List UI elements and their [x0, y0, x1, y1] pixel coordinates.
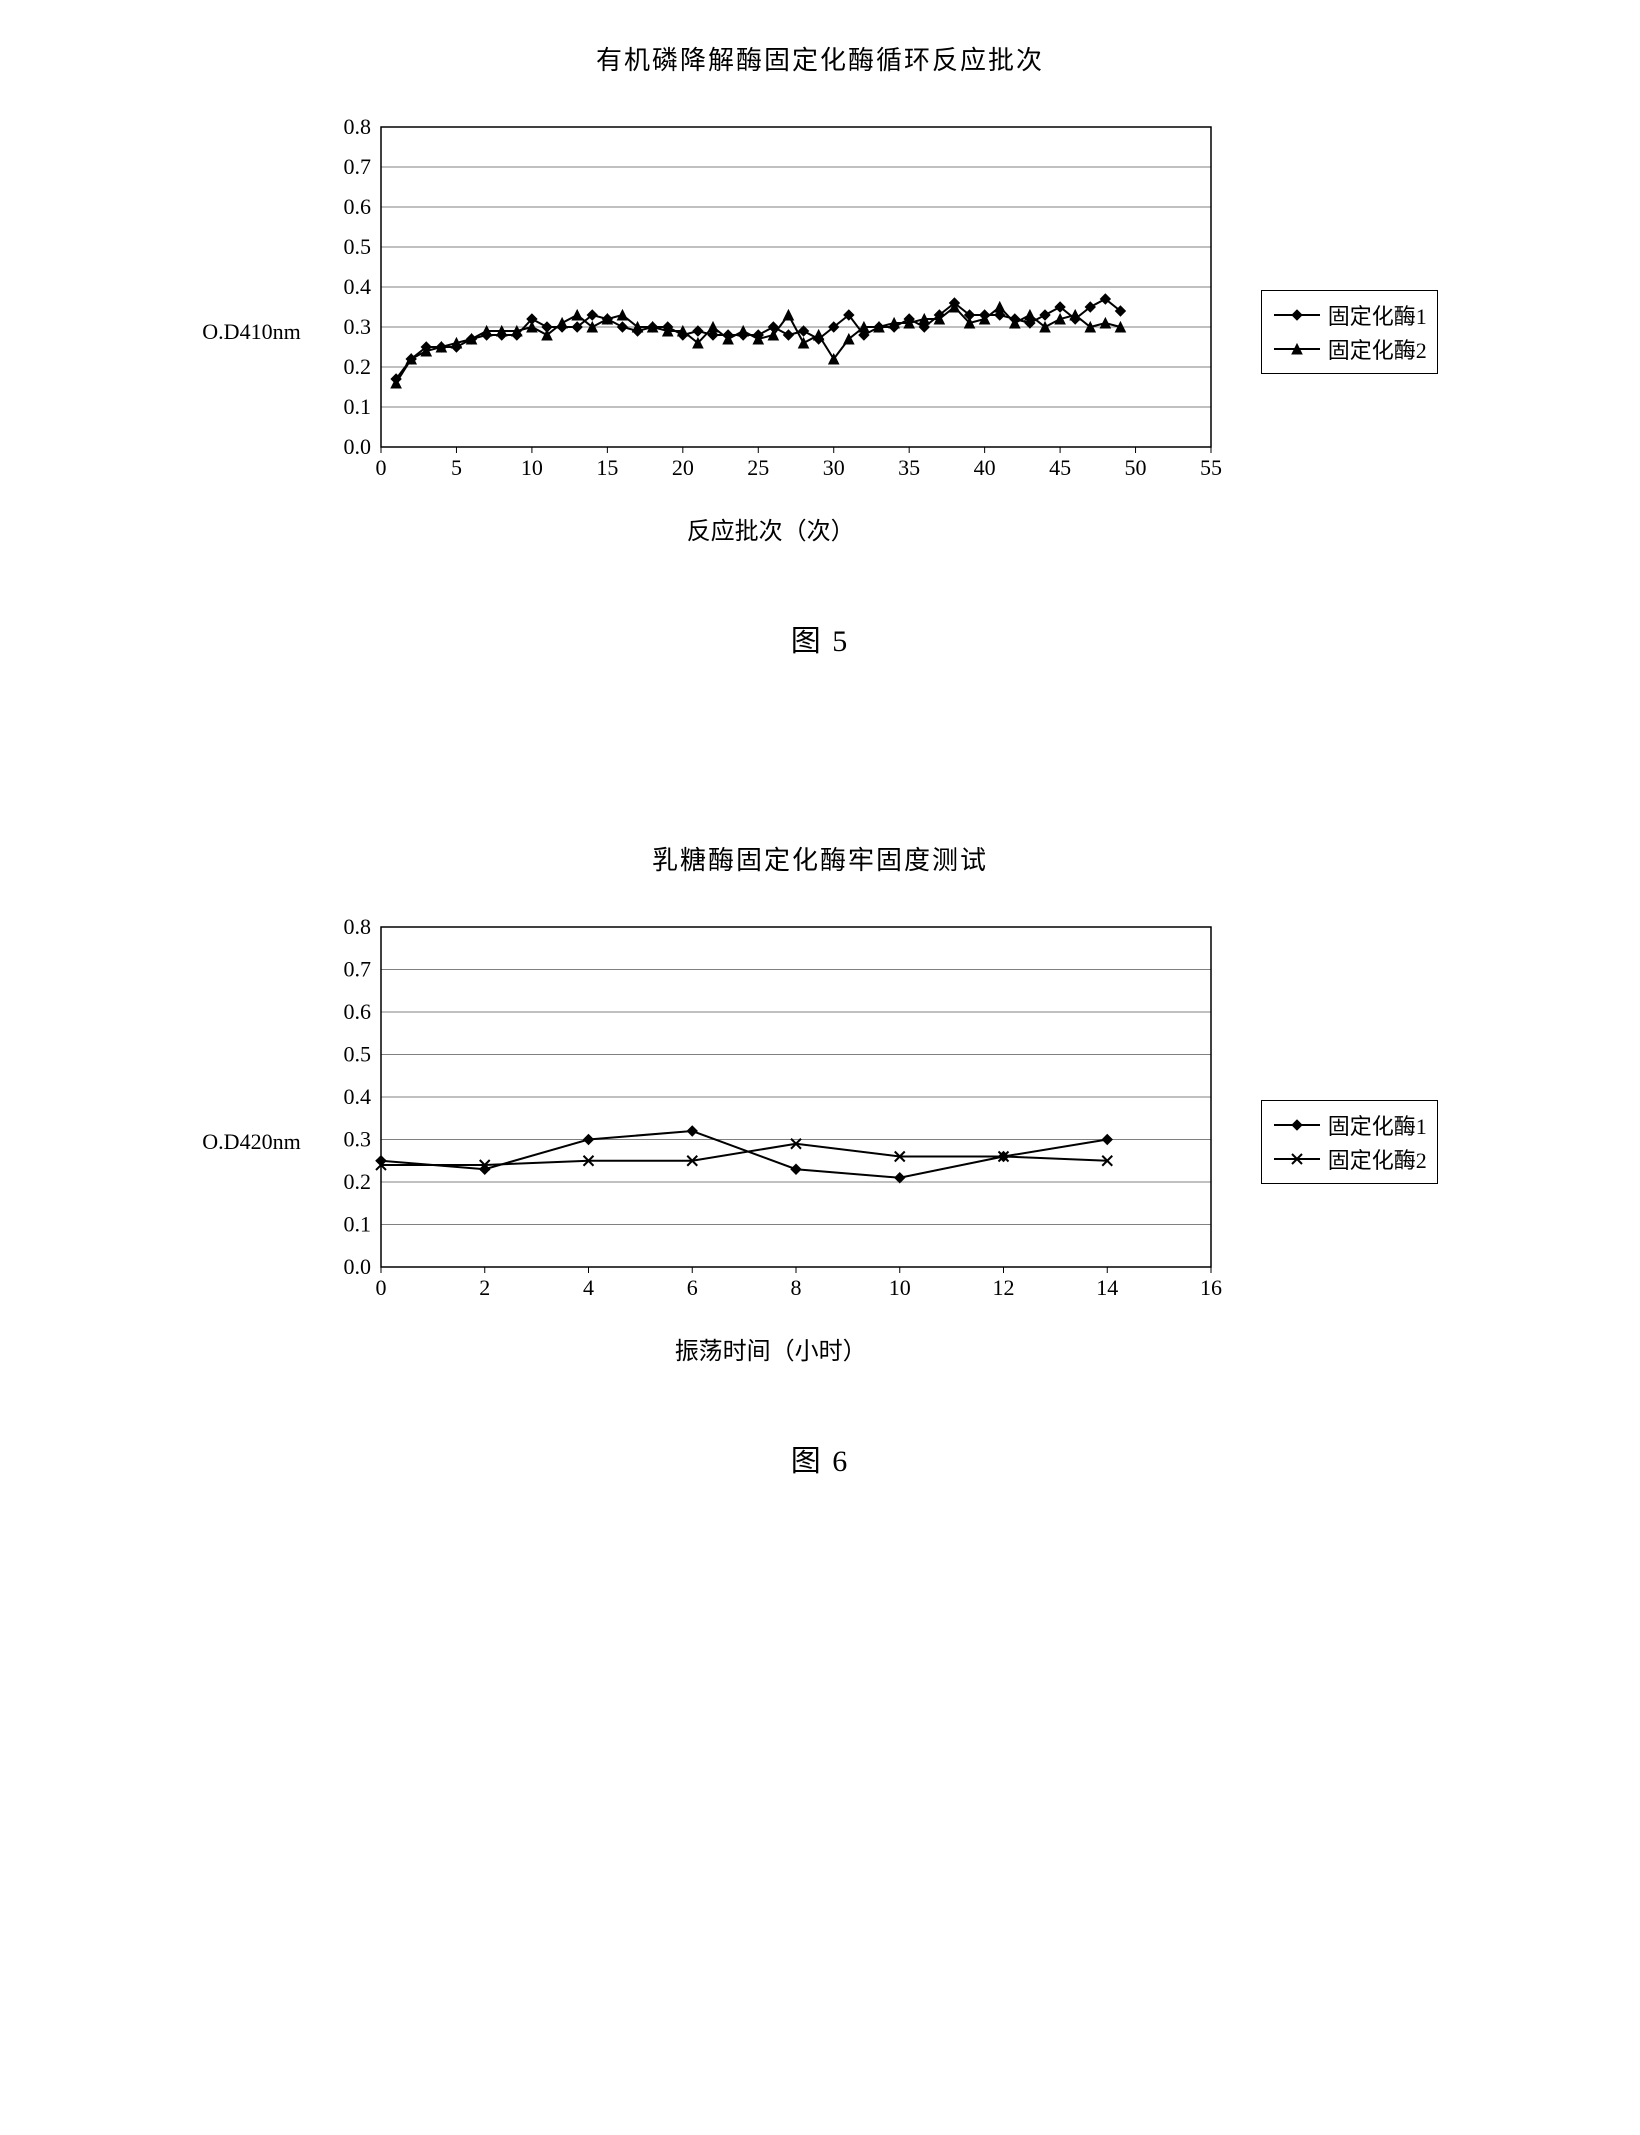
legend-swatch — [1272, 340, 1322, 358]
legend-label: 固定化酶1 — [1328, 299, 1427, 331]
svg-text:0.7: 0.7 — [343, 957, 371, 982]
legend-swatch — [1272, 306, 1322, 324]
chart-svg-5: 0.0 0.1 0.2 0.3 0.4 0.5 0.6 0.7 0.8 0 5 10 15 20 25 30 3… — [311, 117, 1231, 497]
svg-text:0.5: 0.5 — [343, 1042, 371, 1067]
svg-text:0.2: 0.2 — [343, 354, 371, 379]
legend-item: 固定化酶1 — [1272, 1109, 1427, 1141]
svg-text:0.3: 0.3 — [343, 314, 371, 339]
figure-6: 乳糖酶固定化酶牢固度测试 O.D420nm 0.0 0.1 0.2 0.3 0.4 0.5… — [40, 840, 1600, 1480]
legend-label: 固定化酶2 — [1328, 333, 1427, 365]
svg-text:15: 15 — [596, 455, 618, 480]
svg-text:20: 20 — [672, 455, 694, 480]
legend-swatch — [1272, 1116, 1322, 1134]
svg-text:14: 14 — [1096, 1275, 1118, 1300]
plot-wrap: 0.0 0.1 0.2 0.3 0.4 0.5 0.6 0.7 0.8 0 5 10 15 20 25 30 3… — [311, 117, 1231, 546]
svg-text:0: 0 — [375, 1275, 386, 1300]
svg-text:40: 40 — [973, 455, 995, 480]
svg-text:6: 6 — [686, 1275, 697, 1300]
svg-text:0.8: 0.8 — [343, 117, 371, 139]
legend-6: 固定化酶1固定化酶2 — [1261, 1100, 1438, 1184]
y-axis-label: O.D420nm — [202, 1129, 300, 1155]
svg-text:50: 50 — [1124, 455, 1146, 480]
svg-text:30: 30 — [822, 455, 844, 480]
svg-text:0.1: 0.1 — [343, 394, 371, 419]
chart-title: 乳糖酶固定化酶牢固度测试 — [652, 840, 988, 877]
chart-row: O.D420nm 0.0 0.1 0.2 0.3 0.4 0.5 0.6 0.7 0.8 0 2 4 6… — [40, 917, 1600, 1366]
svg-text:35: 35 — [898, 455, 920, 480]
legend-5: 固定化酶1固定化酶2 — [1261, 290, 1438, 374]
svg-text:16: 16 — [1200, 1275, 1222, 1300]
legend-label: 固定化酶1 — [1328, 1109, 1427, 1141]
svg-text:0.2: 0.2 — [343, 1169, 371, 1194]
svg-text:10: 10 — [888, 1275, 910, 1300]
svg-text:0.1: 0.1 — [343, 1212, 371, 1237]
legend-item: 固定化酶1 — [1272, 299, 1427, 331]
svg-text:45: 45 — [1049, 455, 1071, 480]
svg-text:0.8: 0.8 — [343, 917, 371, 939]
svg-text:25: 25 — [747, 455, 769, 480]
legend-swatch — [1272, 1150, 1322, 1168]
legend-item: 固定化酶2 — [1272, 1143, 1427, 1175]
chart-svg-6: 0.0 0.1 0.2 0.3 0.4 0.5 0.6 0.7 0.8 0 2 4 6 8 10 12 14 16 — [311, 917, 1231, 1317]
chart-row: O.D410nm 0.0 0.1 0.2 0.3 0.4 0.5 0.6 0.7 0.8 0 5 10… — [40, 117, 1600, 546]
svg-text:0: 0 — [375, 455, 386, 480]
chart-title: 有机磷降解酶固定化酶循环反应批次 — [596, 40, 1044, 77]
figure-5: 有机磷降解酶固定化酶循环反应批次 O.D410nm 0.00.10.20.30.… — [40, 40, 1600, 660]
svg-text:5: 5 — [451, 455, 462, 480]
svg-text:55: 55 — [1200, 455, 1222, 480]
svg-text:0.3: 0.3 — [343, 1127, 371, 1152]
figure-caption: 图 5 — [791, 616, 850, 660]
x-axis-label: 振荡时间（小时） — [675, 1331, 867, 1366]
svg-text:0.7: 0.7 — [343, 154, 371, 179]
svg-text:4: 4 — [583, 1275, 594, 1300]
svg-text:0.6: 0.6 — [343, 194, 371, 219]
legend-item: 固定化酶2 — [1272, 333, 1427, 365]
svg-text:10: 10 — [521, 455, 543, 480]
plot-wrap: 0.0 0.1 0.2 0.3 0.4 0.5 0.6 0.7 0.8 0 2 4 6 8 10 12 14 16… — [311, 917, 1231, 1366]
svg-text:0.5: 0.5 — [343, 234, 371, 259]
legend-label: 固定化酶2 — [1328, 1143, 1427, 1175]
svg-text:0.0: 0.0 — [343, 434, 371, 459]
svg-text:0.6: 0.6 — [343, 999, 371, 1024]
svg-text:2: 2 — [479, 1275, 490, 1300]
svg-text:8: 8 — [790, 1275, 801, 1300]
svg-text:12: 12 — [992, 1275, 1014, 1300]
svg-text:0.4: 0.4 — [343, 274, 371, 299]
x-axis-label: 反应批次（次） — [687, 511, 855, 546]
figure-caption: 图 6 — [791, 1436, 850, 1480]
y-axis-label: O.D410nm — [202, 319, 300, 345]
svg-text:0.0: 0.0 — [343, 1254, 371, 1279]
svg-text:0.4: 0.4 — [343, 1084, 371, 1109]
